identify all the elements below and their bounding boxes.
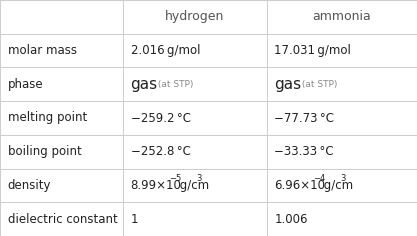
Text: −77.73 °C: −77.73 °C <box>274 111 334 125</box>
Text: 1.006: 1.006 <box>274 213 308 226</box>
Text: (at STP): (at STP) <box>155 80 193 89</box>
Text: boiling point: boiling point <box>8 145 81 158</box>
Text: dielectric constant: dielectric constant <box>8 213 117 226</box>
Text: ammonia: ammonia <box>313 10 371 23</box>
Text: 3: 3 <box>196 173 202 182</box>
Text: g/cm: g/cm <box>176 179 209 192</box>
Text: density: density <box>8 179 51 192</box>
Text: g/cm: g/cm <box>320 179 353 192</box>
Text: −252.8 °C: −252.8 °C <box>131 145 191 158</box>
Text: −259.2 °C: −259.2 °C <box>131 111 191 125</box>
Text: 8.99×10: 8.99×10 <box>131 179 181 192</box>
Text: 2.016 g/mol: 2.016 g/mol <box>131 44 200 57</box>
Text: 1: 1 <box>131 213 138 226</box>
Text: molar mass: molar mass <box>8 44 76 57</box>
Text: gas: gas <box>274 77 301 92</box>
Text: phase: phase <box>8 78 43 91</box>
Text: (at STP): (at STP) <box>299 80 337 89</box>
Text: 3: 3 <box>340 173 346 182</box>
Text: −33.33 °C: −33.33 °C <box>274 145 334 158</box>
Text: −5: −5 <box>169 173 181 182</box>
Text: −4: −4 <box>313 173 325 182</box>
Text: 17.031 g/mol: 17.031 g/mol <box>274 44 351 57</box>
Text: hydrogen: hydrogen <box>165 10 225 23</box>
Text: gas: gas <box>131 77 158 92</box>
Text: 6.96×10: 6.96×10 <box>274 179 325 192</box>
Text: melting point: melting point <box>8 111 87 125</box>
